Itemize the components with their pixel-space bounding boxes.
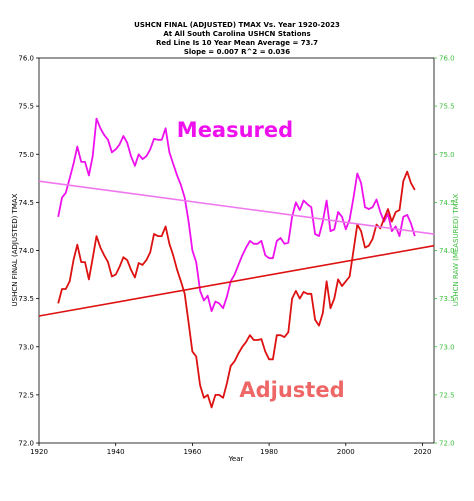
title-line-1: USHCN FINAL (ADJUSTED) TMAX Vs. Year 192…	[134, 21, 340, 29]
annotation-adjusted: Adjusted	[239, 378, 344, 402]
title-line-4: Slope = 0.007 R^2 = 0.036	[184, 48, 290, 56]
left-y-tick-label-6: 75.0	[18, 151, 34, 159]
left-y-tick-label-2: 73.0	[18, 343, 34, 351]
title-line-2: At All South Carolina USHCN Stations	[163, 30, 310, 38]
series-layer	[38, 117, 435, 409]
series-line-1	[57, 170, 416, 409]
left-y-tick-label-4: 74.0	[18, 247, 34, 255]
right-y-axis-label: USHCN RAW (MEASURED) TMAX	[452, 194, 460, 307]
right-y-tick-label-3: 73.5	[439, 295, 455, 303]
series-line-3	[38, 244, 435, 317]
plot-frame	[38, 57, 435, 444]
right-y-tick-label-8: 76.0	[439, 55, 455, 63]
x-tick-label-4: 2000	[337, 448, 355, 456]
left-y-tick-label-0: 72.0	[18, 440, 34, 448]
right-y-tick-label-5: 74.5	[439, 199, 455, 207]
x-axis-label: Year	[228, 455, 244, 463]
right-y-tick-label-2: 73.0	[439, 343, 455, 351]
x-tick-label-1: 1940	[107, 448, 125, 456]
series-line-2	[38, 180, 435, 235]
x-axis-ticks: 1920 1940 1960 1980 2000 2020	[30, 443, 431, 456]
annotation-measured: Measured	[177, 118, 293, 142]
right-y-tick-label-7: 75.5	[439, 103, 455, 111]
left-y-tick-label-1: 72.5	[18, 391, 34, 399]
left-y-axis-label: USHCN FINAL (ADJUSTED) TMAX	[11, 193, 19, 306]
x-tick-label-3: 1980	[260, 448, 278, 456]
left-y-tick-label-5: 74.5	[18, 199, 34, 207]
right-y-tick-label-6: 75.0	[439, 151, 455, 159]
chart-title: USHCN FINAL (ADJUSTED) TMAX Vs. Year 192…	[134, 21, 340, 56]
left-y-tick-label-3: 73.5	[18, 295, 34, 303]
left-y-tick-label-8: 76.0	[18, 55, 34, 63]
left-y-axis-ticks: 72.0 72.5 73.0 73.5 74.0 74.5 75.0 75.5 76.0	[18, 55, 39, 448]
right-y-axis-ticks: 72.0 72.5 73.0 73.5 74.0 74.5 75.0 75.5 76.0	[434, 55, 455, 448]
series-line-0	[57, 117, 416, 313]
right-y-tick-label-4: 74.0	[439, 247, 455, 255]
right-y-tick-label-1: 72.5	[439, 391, 455, 399]
x-tick-label-0: 1920	[30, 448, 48, 456]
left-y-tick-label-7: 75.5	[18, 103, 34, 111]
x-tick-label-5: 2020	[414, 448, 432, 456]
x-tick-label-2: 1960	[183, 448, 201, 456]
right-y-tick-label-0: 72.0	[439, 440, 455, 448]
title-line-3: Red Line Is 10 Year Mean Average = 73.7	[156, 39, 318, 47]
